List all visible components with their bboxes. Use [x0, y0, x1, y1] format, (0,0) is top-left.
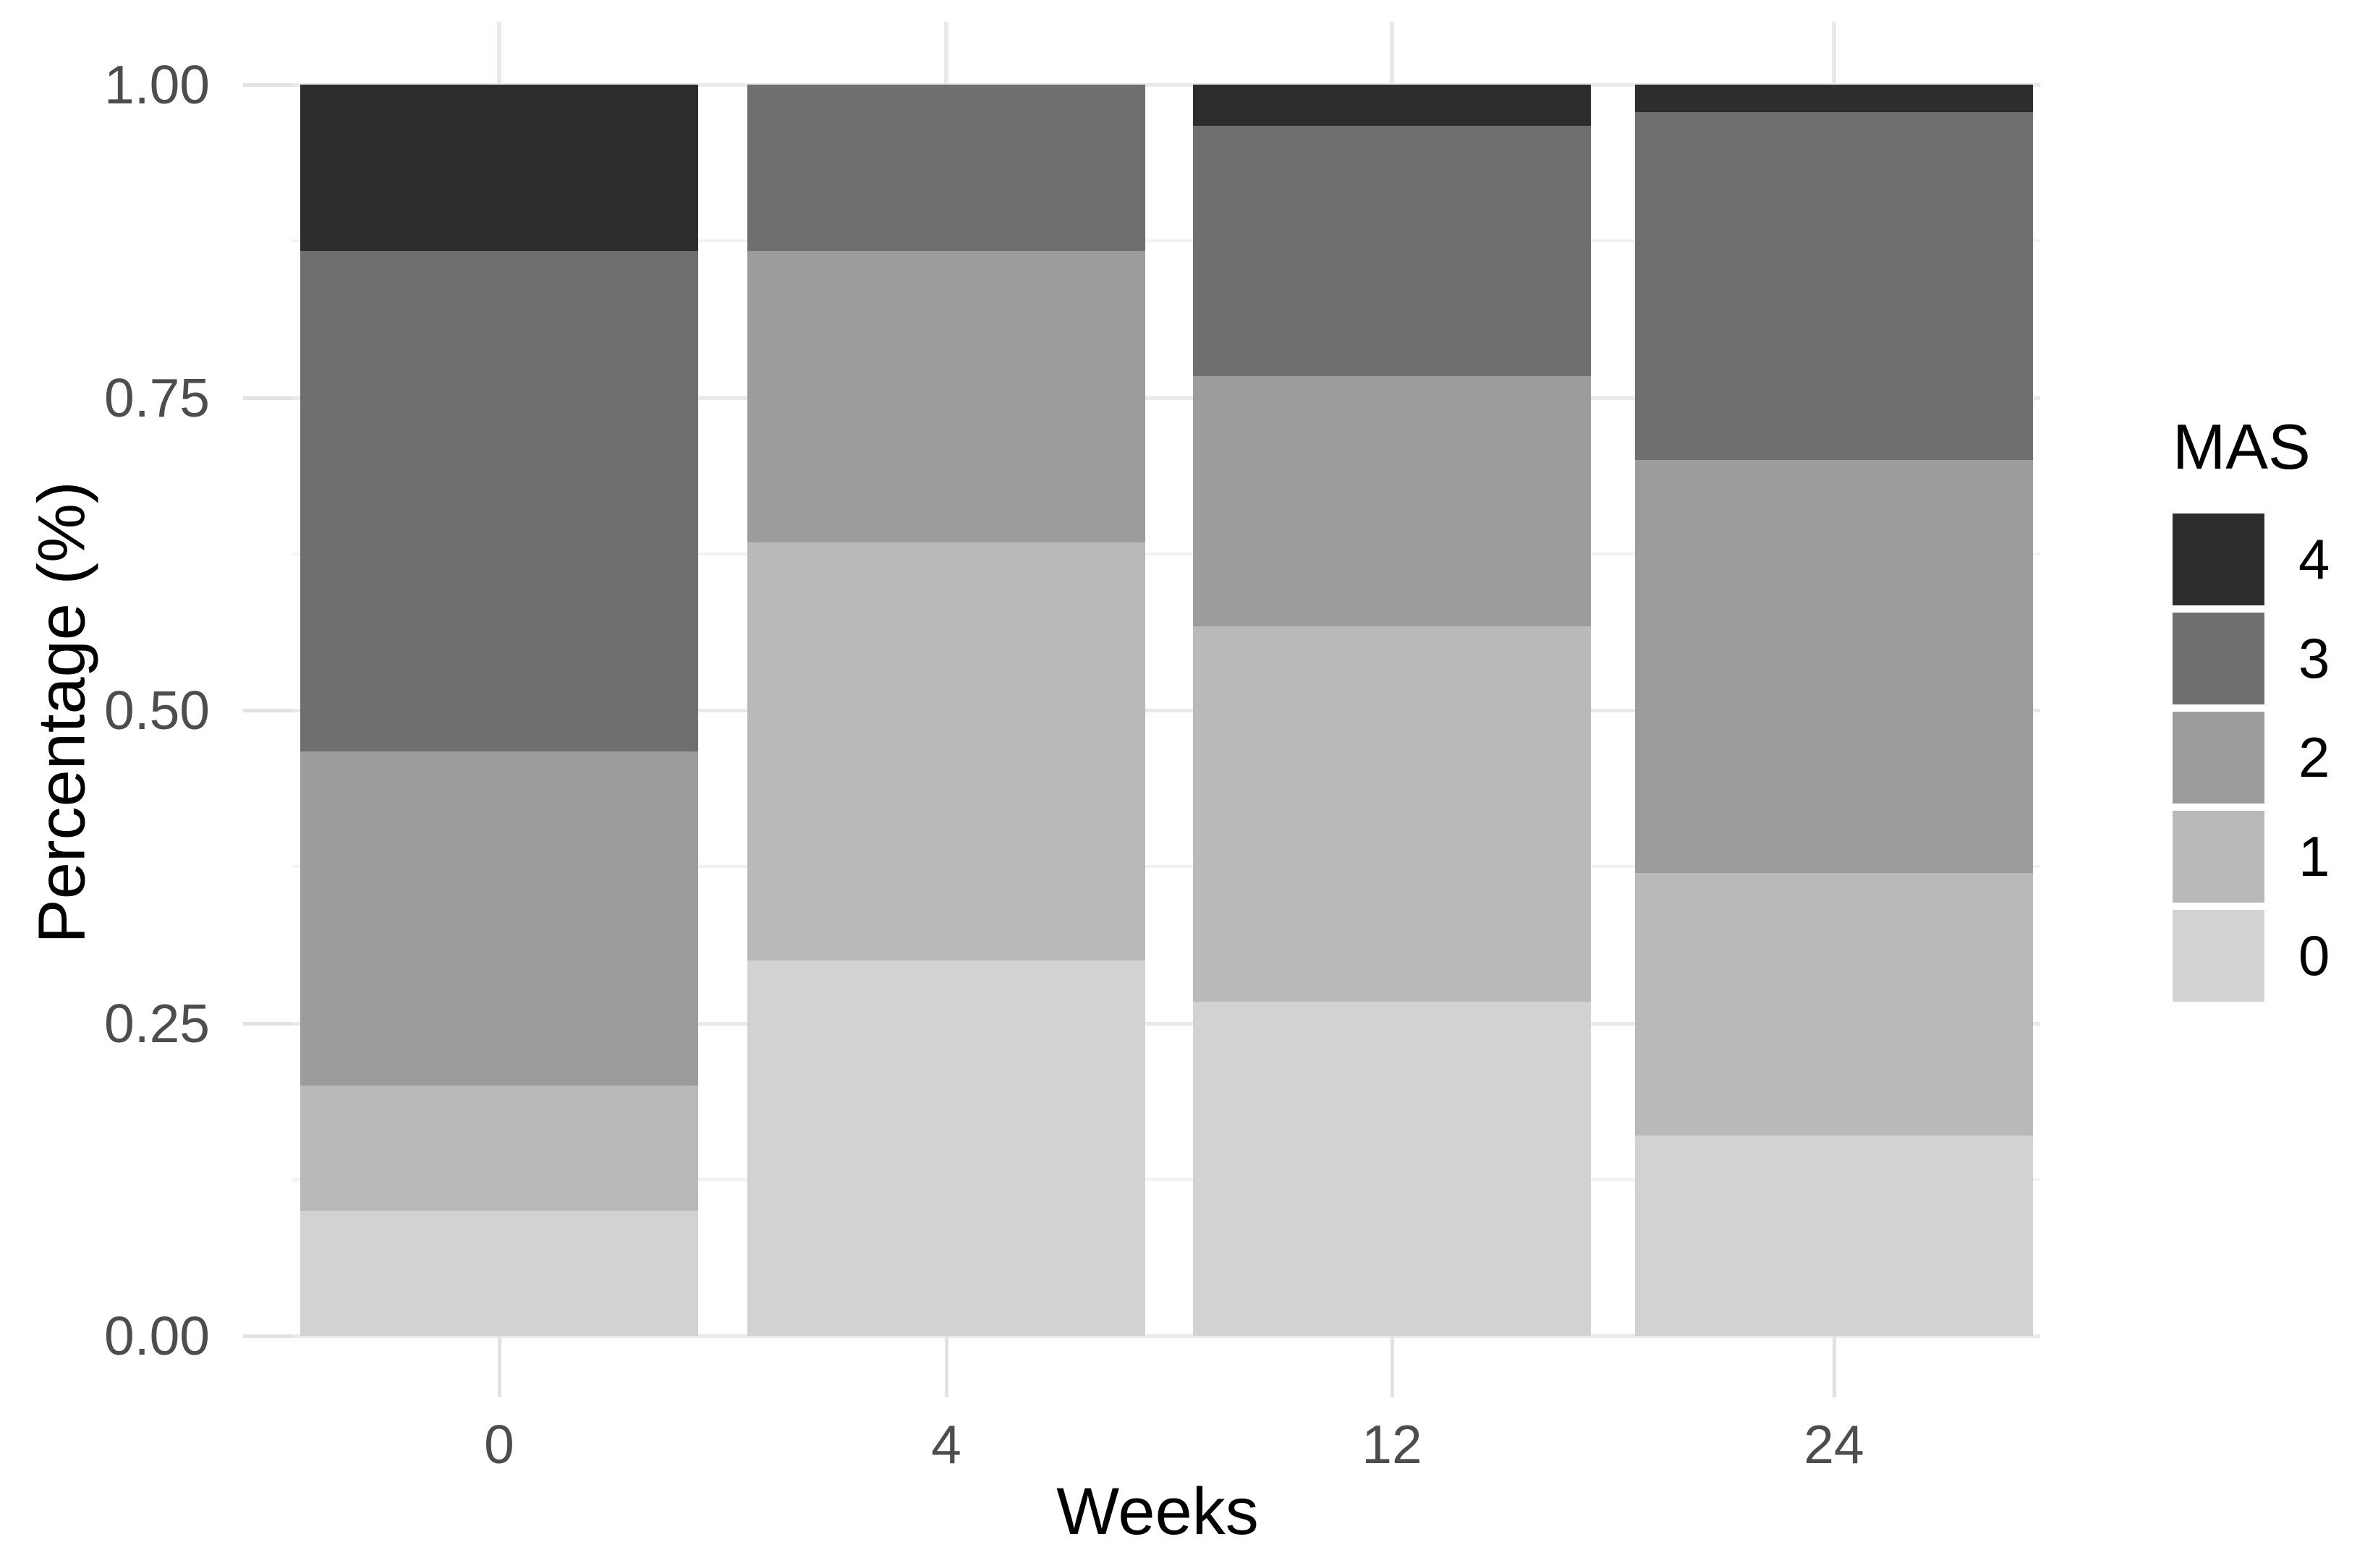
- x-tick-mark: [1833, 1336, 1836, 1397]
- x-tick-mark: [498, 1336, 501, 1397]
- bar-segment-mas3-week4: [747, 85, 1145, 252]
- y-tick-mark: [243, 396, 292, 400]
- y-tick-label: 0.00: [104, 1305, 210, 1366]
- bar-segment-mas0-week0: [300, 1211, 698, 1336]
- bar-segment-mas2-week24: [1635, 460, 2033, 873]
- gridline-minor: [292, 865, 2040, 869]
- bar-segment-mas0-week4: [747, 960, 1145, 1336]
- bar-segment-mas1-week0: [300, 1086, 698, 1211]
- y-tick-mark: [243, 709, 292, 712]
- y-tick-label: 0.50: [104, 680, 210, 741]
- bar-week-24: [1635, 85, 2033, 1336]
- legend-title: MAS: [2173, 411, 2311, 482]
- y-tick-mark: [243, 1334, 292, 1338]
- x-tick-label: 24: [1804, 1414, 1864, 1475]
- legend-key-mas3: [2173, 613, 2264, 704]
- legend-label-mas3: 3: [2298, 626, 2330, 690]
- legend-key-mas2: [2173, 712, 2264, 804]
- x-tick-label: 0: [484, 1414, 514, 1475]
- x-tick-mark: [945, 1336, 948, 1397]
- bar-segment-mas3-week0: [300, 251, 698, 752]
- legend-label-mas4: 4: [2298, 527, 2330, 591]
- legend-key-mas1: [2173, 811, 2264, 903]
- bar-segment-mas1-week12: [1193, 626, 1591, 1002]
- y-tick-label: 0.25: [104, 992, 210, 1054]
- legend-label-mas2: 2: [2298, 725, 2330, 789]
- bar-week-4: [747, 85, 1145, 1336]
- bar-segment-mas3-week24: [1635, 112, 2033, 460]
- x-tick-label: 12: [1362, 1414, 1422, 1475]
- y-tick-label: 0.75: [104, 367, 210, 428]
- y-tick-label: 1.00: [104, 54, 210, 115]
- x-tick-label: 4: [931, 1414, 961, 1475]
- bar-segment-mas2-week0: [300, 751, 698, 1086]
- bar-segment-mas1-week4: [747, 542, 1145, 960]
- legend-label-mas0: 0: [2298, 924, 2330, 987]
- bar-segment-mas3-week12: [1193, 126, 1591, 377]
- gridline-minor: [292, 1177, 2040, 1181]
- legend-key-mas0: [2173, 910, 2264, 1002]
- bar-week-12: [1193, 85, 1591, 1336]
- gridline-major: [292, 1334, 2040, 1338]
- bar-segment-mas1-week24: [1635, 872, 2033, 1136]
- bar-segment-mas4-week24: [1635, 85, 2033, 113]
- bar-segment-mas2-week4: [747, 251, 1145, 543]
- bar-segment-mas2-week12: [1193, 376, 1591, 627]
- gridline-major: [292, 396, 2040, 400]
- gridline-major: [292, 1021, 2040, 1026]
- gridline-major: [292, 83, 2040, 87]
- x-axis-title: Weeks: [1056, 1475, 1259, 1548]
- gridline-major: [292, 709, 2040, 712]
- y-tick-mark: [243, 83, 292, 87]
- legend-key-mas4: [2173, 514, 2264, 605]
- bar-week-0: [300, 85, 698, 1336]
- gridline-minor: [292, 552, 2040, 555]
- legend-label-mas1: 1: [2298, 825, 2330, 888]
- gridline-minor: [292, 239, 2040, 243]
- y-tick-mark: [243, 1021, 292, 1026]
- bar-segment-mas4-week12: [1193, 85, 1591, 127]
- bar-segment-mas4-week0: [300, 85, 698, 252]
- bar-segment-mas0-week12: [1193, 1002, 1591, 1336]
- bar-segment-mas0-week24: [1635, 1135, 2033, 1336]
- x-tick-mark: [1390, 1336, 1394, 1397]
